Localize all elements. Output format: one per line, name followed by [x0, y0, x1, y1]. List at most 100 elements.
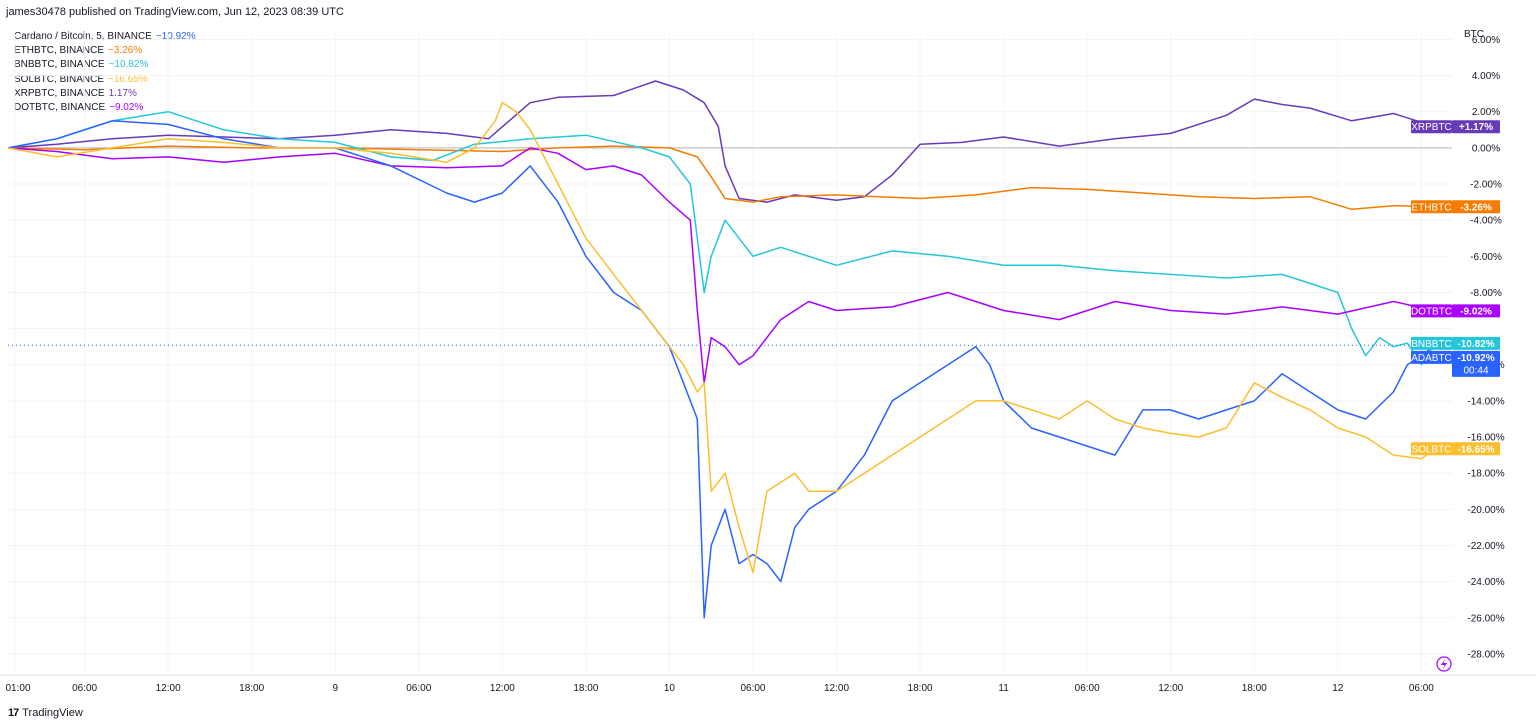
- legend-label: DOTBTC, BINANCE: [14, 102, 106, 114]
- legend-item-solbtc[interactable]: SOLBTC, BINANCE −16.65%: [14, 73, 196, 87]
- legend-value: −10.82%: [108, 59, 149, 71]
- y-tick-label: -26.00%: [1467, 613, 1504, 624]
- x-tick-label: 12:00: [1158, 683, 1183, 694]
- price-tag-symbol: SOLBTC: [1411, 444, 1451, 455]
- legend-value: −10.92%: [155, 31, 196, 42]
- y-tick-label: 2.00%: [1472, 107, 1500, 118]
- x-tick-label: 11: [998, 683, 1009, 694]
- price-tag-solbtc: SOLBTC -16.65%: [1411, 442, 1500, 456]
- y-tick-label: 0.00%: [1472, 143, 1500, 154]
- y-tick-label: -24.00%: [1467, 577, 1504, 588]
- y-tick-label: -2.00%: [1470, 180, 1502, 191]
- y-tick-label: -22.00%: [1467, 541, 1504, 552]
- y-tick-label: -28.00%: [1467, 649, 1504, 660]
- x-axis: 01:00 06:00 12:00 18:00 9 06:00 12:00 18:00 10 06…: [0, 674, 1536, 694]
- y-tick-label: 4.00%: [1472, 71, 1500, 82]
- x-tick-label: 06:00: [406, 683, 431, 694]
- price-tag-symbol-box: [1411, 442, 1452, 456]
- chart-legend: Cardano / Bitcoin, 5, BINANCE −10.92% ETHB…: [14, 30, 196, 115]
- price-tag-bnbbtc: BNBBTC -10.82%: [1411, 336, 1500, 350]
- y-tick-label: -20.00%: [1467, 505, 1504, 516]
- series-line-adabtc: [7, 120, 1436, 619]
- flash-icon[interactable]: [1436, 656, 1452, 672]
- legend-label: BNBBTC, BINANCE: [14, 59, 105, 71]
- legend-item-adabtc[interactable]: Cardano / Bitcoin, 5, BINANCE −10.92%: [14, 30, 196, 44]
- flash-icon-bolt: [1441, 659, 1447, 669]
- price-tag-symbol-box: [1411, 120, 1452, 134]
- price-tag-symbol-box: [1411, 200, 1452, 214]
- legend-item-dotbtc[interactable]: DOTBTC, BINANCE −9.02%: [14, 101, 196, 115]
- y-tick-label: -14.00%: [1467, 396, 1504, 407]
- x-tick-label: 06:00: [72, 683, 97, 694]
- series-line-xrpbtc: [7, 80, 1436, 203]
- x-tick-label: 18:00: [573, 683, 598, 694]
- legend-label: SOLBTC, BINANCE: [14, 73, 105, 85]
- price-tag-value: -9.02%: [1460, 306, 1492, 317]
- legend-value: −3.26%: [108, 45, 143, 57]
- price-tag-value-box: [1452, 200, 1500, 214]
- legend-item-ethbtc[interactable]: ETHBTC, BINANCE −3.26%: [14, 44, 196, 58]
- price-tag-dotbtc: DOTBTC -9.02%: [1411, 304, 1500, 318]
- x-tick-label: 12:00: [156, 683, 181, 694]
- price-tag-symbol-box: [1411, 350, 1452, 364]
- price-tag-value: -3.26%: [1460, 202, 1492, 213]
- legend-value: −9.02%: [109, 102, 144, 114]
- series-line-dotbtc: [7, 147, 1436, 384]
- legend-item-xrpbtc[interactable]: XRPBTC, BINANCE 1.17%: [14, 87, 196, 101]
- x-tick-label: 06:00: [1409, 683, 1434, 694]
- legend-value: −16.65%: [108, 73, 148, 85]
- x-tick-label: 12:00: [824, 683, 849, 694]
- price-tag-symbol-box: [1411, 336, 1452, 350]
- y-axis-unit: BTC: [1464, 29, 1484, 40]
- series-line-solbtc: [7, 101, 1436, 574]
- footer: 17 TradingView: [8, 707, 83, 719]
- x-tick-label: 10: [664, 683, 676, 694]
- price-tag-symbol: ADABTC: [1411, 353, 1452, 364]
- publish-header: james30478 published on TradingView.com,…: [6, 6, 344, 18]
- price-tag-value-box: [1452, 120, 1500, 134]
- y-tick-label: -6.00%: [1470, 252, 1502, 263]
- series-lines: [7, 80, 1436, 619]
- x-tick-label: 06:00: [1075, 683, 1100, 694]
- tradingview-logo-icon: 17: [8, 707, 19, 719]
- price-tag-value-box: [1452, 336, 1500, 350]
- price-tag-value-box: [1452, 442, 1500, 456]
- price-tag-value: -10.82%: [1457, 339, 1494, 350]
- flash-icon-ring: [1436, 656, 1452, 672]
- price-tags: XRPBTC +1.17% ETHBTC -3.26% DOTBTC -9.02% BNBB…: [1411, 120, 1500, 456]
- legend-item-bnbbtc[interactable]: BNBBTC, BINANCE −10.82%: [14, 58, 196, 72]
- price-tag-symbol: DOTBTC: [1411, 306, 1452, 317]
- chart-grid: [8, 34, 1452, 672]
- price-tag-ethbtc: ETHBTC -3.26%: [1411, 200, 1500, 214]
- x-tick-label: 18:00: [239, 683, 264, 694]
- legend-value: 1.17%: [108, 87, 137, 99]
- x-tick-label: 01:00: [5, 683, 30, 694]
- x-tick-label: 12:00: [490, 683, 515, 694]
- y-tick-label: -18.00%: [1467, 469, 1504, 480]
- x-tick-label: 12: [1332, 683, 1344, 694]
- price-tag-adabtc: ADABTC -10.92%00:44: [1411, 350, 1500, 377]
- series-line-ethbtc: [7, 145, 1436, 211]
- price-tag-symbol-box: [1411, 304, 1452, 318]
- legend-label: Cardano / Bitcoin, 5, BINANCE: [14, 31, 152, 42]
- y-tick-label: 6.00%: [1472, 35, 1500, 46]
- price-tag-value: -16.65%: [1457, 444, 1494, 455]
- price-tag-symbol: XRPBTC: [1411, 122, 1452, 133]
- price-tag-value-box: [1452, 304, 1500, 318]
- x-tick-label: 18:00: [1242, 683, 1267, 694]
- y-tick-label: -8.00%: [1470, 288, 1502, 299]
- price-tag-symbol: BNBBTC: [1411, 339, 1452, 350]
- x-tick-label: 9: [332, 683, 338, 694]
- price-tag-value: -10.92%: [1457, 353, 1494, 364]
- price-tag-value: +1.17%: [1459, 122, 1493, 133]
- price-tag-symbol: ETHBTC: [1412, 202, 1452, 213]
- x-tick-label: 18:00: [908, 683, 933, 694]
- legend-label: ETHBTC, BINANCE: [14, 45, 105, 57]
- price-tag-countdown: 00:44: [1463, 365, 1488, 376]
- footer-brand: TradingView: [22, 707, 83, 719]
- price-tag-xrpbtc: XRPBTC +1.17%: [1411, 120, 1500, 134]
- y-tick-label: -16.00%: [1467, 433, 1504, 444]
- y-tick-label: -4.00%: [1470, 216, 1502, 227]
- legend-label: XRPBTC, BINANCE: [14, 87, 105, 99]
